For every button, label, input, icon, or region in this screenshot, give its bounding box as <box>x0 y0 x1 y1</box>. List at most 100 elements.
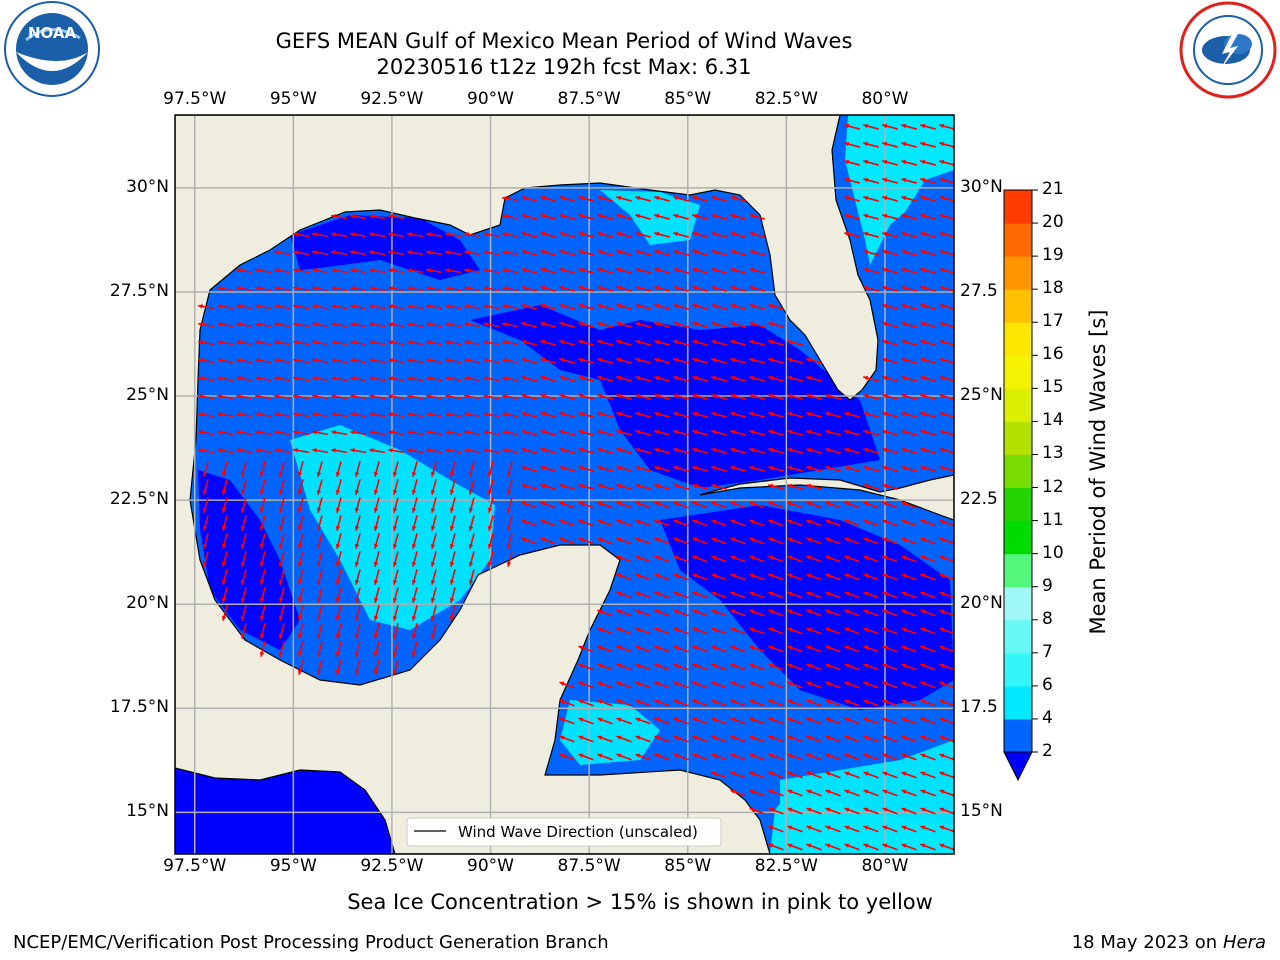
wave-arrow-head <box>901 141 907 147</box>
wave-arrow-head <box>711 393 717 399</box>
wave-arrow <box>387 376 405 382</box>
wave-arrow <box>216 286 234 292</box>
wave-arrow-head <box>635 483 641 489</box>
wave-arrow <box>197 394 215 400</box>
wave-arrow-head <box>274 376 279 381</box>
wave-arrow <box>463 394 481 400</box>
wave-arrow-head <box>464 358 469 363</box>
wave-arrow <box>202 479 209 495</box>
wave-arrow <box>559 303 575 310</box>
wave-arrow-head <box>635 501 641 506</box>
wave-arrow-head <box>882 177 888 183</box>
wave-arrow-head <box>354 489 360 495</box>
wave-arrow <box>487 479 494 495</box>
wave-arrow <box>787 375 803 382</box>
wave-arrow-head <box>373 507 379 513</box>
wave-arrow <box>787 339 803 346</box>
wave-arrow <box>825 429 841 436</box>
wave-arrow-head <box>430 471 436 477</box>
wave-arrow <box>730 231 746 238</box>
wave-arrow-head <box>730 303 736 309</box>
wave-arrow <box>463 286 481 292</box>
wave-arrow <box>578 267 594 274</box>
wave-arrow <box>406 322 424 328</box>
wave-arrow <box>692 231 708 238</box>
wave-arrow-head <box>711 213 717 219</box>
wave-arrow <box>882 429 898 436</box>
wave-arrow-head <box>825 501 831 506</box>
wave-arrow <box>216 358 234 364</box>
sea-ice-note: Sea Ice Concentration > 15% is shown in … <box>347 890 933 914</box>
wave-arrow <box>730 339 746 346</box>
wave-arrow-head <box>882 159 888 165</box>
wave-arrow <box>216 322 234 328</box>
wave-arrow <box>597 447 613 454</box>
wave-arrow <box>273 394 291 400</box>
wave-arrow <box>863 177 879 184</box>
wave-arrow <box>297 497 304 513</box>
wave-arrow-head <box>369 376 374 381</box>
wave-arrow-head <box>939 321 945 327</box>
wave-arrow <box>501 448 519 454</box>
wave-arrow-head <box>521 483 527 489</box>
wave-arrow <box>254 412 272 418</box>
wave-arrow-head <box>559 303 565 309</box>
wave-arrow-head <box>202 507 208 513</box>
wave-arrow-head <box>635 465 641 471</box>
wave-arrow <box>692 393 708 400</box>
wave-arrow-head <box>540 213 546 219</box>
wave-arrow-head <box>331 340 336 345</box>
wave-arrow <box>368 376 386 382</box>
wave-arrow-head <box>540 393 546 399</box>
wave-arrow-head <box>445 268 450 273</box>
wave-arrow <box>349 268 367 274</box>
wave-arrow <box>387 394 405 400</box>
wave-arrow-head <box>863 393 869 399</box>
wave-arrow <box>597 195 613 202</box>
wave-arrow <box>654 339 670 346</box>
wave-arrow <box>597 465 613 472</box>
wave-arrow-head <box>863 231 869 237</box>
colorbar-band <box>1004 718 1032 753</box>
wave-arrow <box>939 123 954 130</box>
wave-arrow-head <box>506 507 512 513</box>
wave-arrow <box>463 376 481 382</box>
wave-arrow-head <box>331 376 336 381</box>
wave-arrow <box>844 447 860 454</box>
noaa-logo-text: NOAA <box>28 24 77 42</box>
wave-arrow-head <box>939 231 945 237</box>
wave-arrow <box>368 448 386 454</box>
wave-arrow <box>559 393 575 400</box>
wave-arrow-head <box>521 321 527 327</box>
wave-arrow <box>901 447 917 454</box>
wave-arrow-head <box>939 249 945 255</box>
wave-arrow <box>730 357 746 364</box>
wave-arrow <box>330 304 348 310</box>
wave-arrow <box>635 483 651 490</box>
wave-arrow <box>863 429 879 436</box>
wave-arrow <box>920 375 936 382</box>
wave-arrow-head <box>673 213 679 219</box>
wave-arrow <box>425 340 443 346</box>
wave-arrow-head <box>863 195 869 201</box>
wave-arrow-head <box>464 322 469 327</box>
wave-arrow <box>540 213 556 220</box>
long-period-north <box>600 190 700 245</box>
wave-arrow-head <box>597 429 603 435</box>
wave-arrow-head <box>407 376 412 381</box>
wave-arrow-head <box>236 268 241 273</box>
wave-arrow <box>292 412 310 418</box>
wave-arrow-head <box>521 339 527 345</box>
wave-arrow-head <box>939 357 945 363</box>
wave-arrow <box>730 411 746 418</box>
wave-arrow <box>692 267 708 274</box>
wave-arrow <box>425 376 443 382</box>
wave-arrow <box>240 461 247 477</box>
wave-arrow-head <box>559 447 565 453</box>
wave-arrow <box>521 231 537 238</box>
wave-arrow-head <box>217 430 222 435</box>
wave-arrow <box>730 429 746 436</box>
wave-arrow <box>616 465 632 472</box>
wave-arrow-head <box>521 429 527 435</box>
wave-arrow <box>578 321 594 328</box>
